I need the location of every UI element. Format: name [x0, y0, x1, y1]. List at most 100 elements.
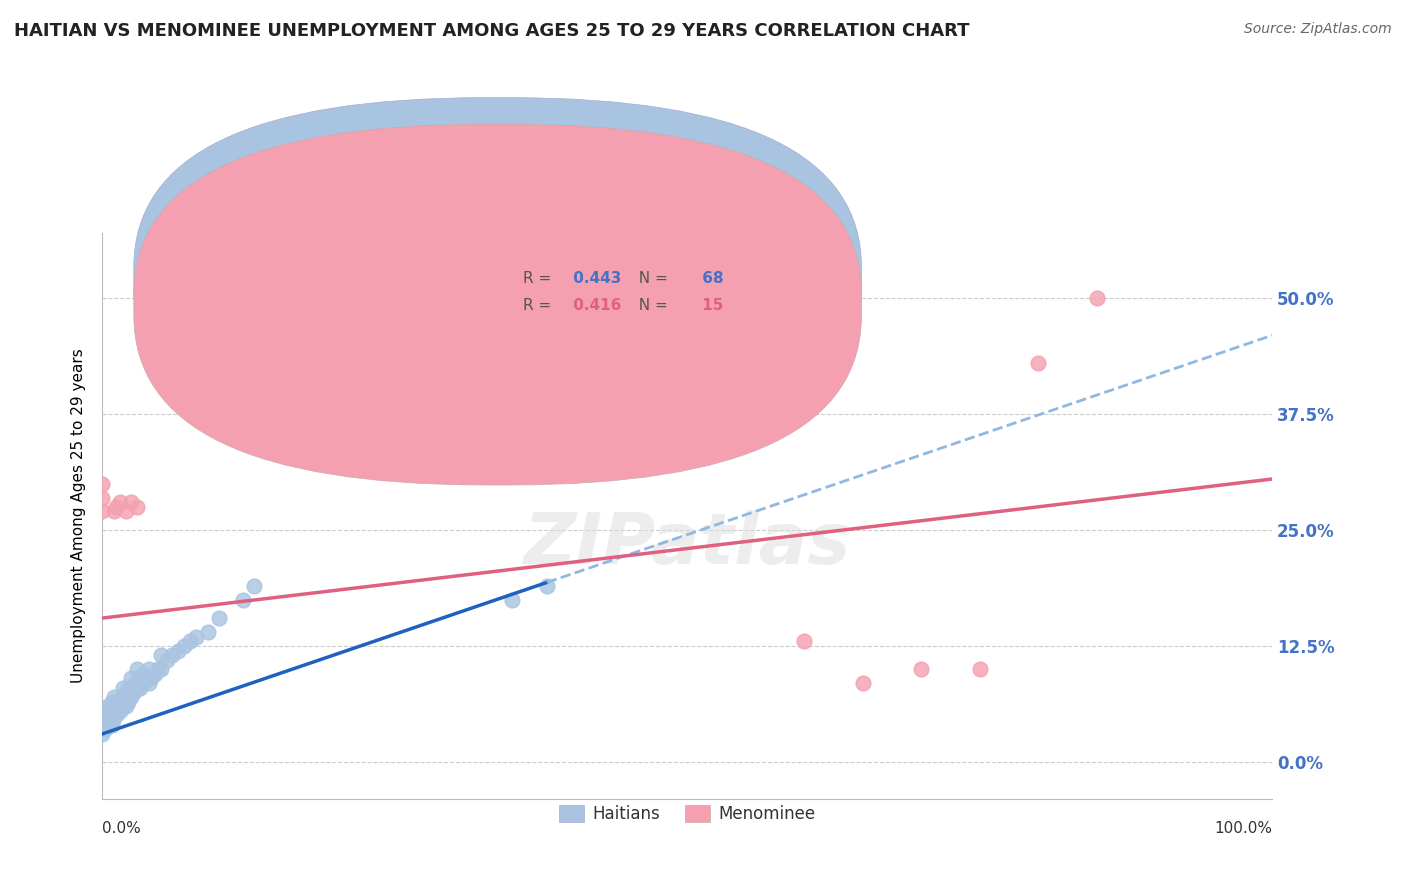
Point	[127, 662, 149, 676]
Point	[91, 491, 114, 505]
Point	[1085, 291, 1108, 305]
Point	[132, 666, 155, 681]
Point	[98, 704, 121, 718]
Point	[118, 681, 141, 695]
Point	[93, 723, 115, 737]
Point	[91, 717, 114, 731]
Point	[91, 504, 114, 518]
Text: N =: N =	[628, 270, 672, 285]
Point	[96, 720, 118, 734]
Point	[120, 495, 142, 509]
Point	[1026, 356, 1049, 370]
Point	[128, 681, 150, 695]
Legend: Haitians, Menominee: Haitians, Menominee	[553, 798, 823, 830]
Point	[122, 685, 145, 699]
Point	[91, 476, 114, 491]
Point	[105, 708, 128, 723]
Point	[501, 592, 523, 607]
Point	[103, 708, 125, 723]
Point	[91, 713, 114, 727]
Point	[100, 708, 122, 723]
Point	[138, 676, 160, 690]
Point	[112, 681, 135, 695]
Point	[120, 671, 142, 685]
Point	[149, 648, 172, 662]
Point	[243, 579, 266, 593]
Point	[100, 708, 122, 723]
Point	[94, 717, 117, 731]
Point	[105, 500, 128, 514]
Text: 68: 68	[696, 270, 723, 285]
Text: 15: 15	[696, 298, 723, 313]
Point	[101, 699, 124, 714]
Point	[167, 643, 190, 657]
Point	[94, 708, 117, 723]
Point	[149, 662, 172, 676]
Point	[100, 699, 122, 714]
Point	[91, 708, 114, 723]
Text: Source: ZipAtlas.com: Source: ZipAtlas.com	[1244, 22, 1392, 37]
Text: HAITIAN VS MENOMINEE UNEMPLOYMENT AMONG AGES 25 TO 29 YEARS CORRELATION CHART: HAITIAN VS MENOMINEE UNEMPLOYMENT AMONG …	[14, 22, 970, 40]
Point	[141, 671, 163, 685]
Point	[197, 625, 219, 640]
Point	[793, 634, 815, 648]
Point	[103, 504, 125, 518]
Point	[162, 648, 184, 662]
Point	[184, 630, 207, 644]
Point	[143, 666, 166, 681]
Text: 0.0%: 0.0%	[103, 822, 141, 837]
Point	[112, 699, 135, 714]
Point	[111, 690, 134, 704]
Text: N =: N =	[628, 298, 672, 313]
Point	[208, 611, 231, 625]
Point	[101, 713, 124, 727]
Point	[100, 694, 122, 708]
Point	[138, 662, 160, 676]
Text: ZIPatlas: ZIPatlas	[523, 510, 851, 579]
Point	[91, 727, 114, 741]
Point	[127, 500, 149, 514]
Point	[127, 681, 149, 695]
Point	[135, 671, 157, 685]
Point	[97, 699, 120, 714]
Point	[108, 704, 131, 718]
Point	[114, 504, 136, 518]
Point	[96, 708, 118, 723]
Point	[120, 690, 142, 704]
Point	[108, 694, 131, 708]
FancyBboxPatch shape	[458, 256, 728, 326]
Point	[97, 717, 120, 731]
Point	[103, 690, 125, 704]
Point	[114, 699, 136, 714]
Point	[124, 676, 146, 690]
Point	[148, 662, 170, 676]
Point	[108, 495, 131, 509]
Y-axis label: Unemployment Among Ages 25 to 29 years: Unemployment Among Ages 25 to 29 years	[72, 349, 86, 683]
Point	[114, 685, 136, 699]
Point	[179, 634, 201, 648]
Point	[852, 676, 875, 690]
Point	[232, 592, 254, 607]
Point	[100, 717, 122, 731]
Point	[117, 694, 139, 708]
Point	[98, 713, 121, 727]
Point	[132, 676, 155, 690]
Text: 0.416: 0.416	[568, 298, 621, 313]
FancyBboxPatch shape	[134, 124, 862, 485]
Text: R =: R =	[523, 270, 557, 285]
Point	[107, 694, 129, 708]
Text: 0.443: 0.443	[568, 270, 621, 285]
Point	[107, 704, 129, 718]
Text: R =: R =	[523, 298, 557, 313]
Point	[173, 639, 195, 653]
Point	[155, 653, 177, 667]
Point	[93, 717, 115, 731]
Point	[91, 723, 114, 737]
Point	[103, 699, 125, 714]
Point	[536, 579, 558, 593]
Point	[110, 699, 132, 714]
Text: 100.0%: 100.0%	[1215, 822, 1272, 837]
Point	[105, 699, 128, 714]
Point	[969, 662, 991, 676]
FancyBboxPatch shape	[134, 97, 862, 458]
